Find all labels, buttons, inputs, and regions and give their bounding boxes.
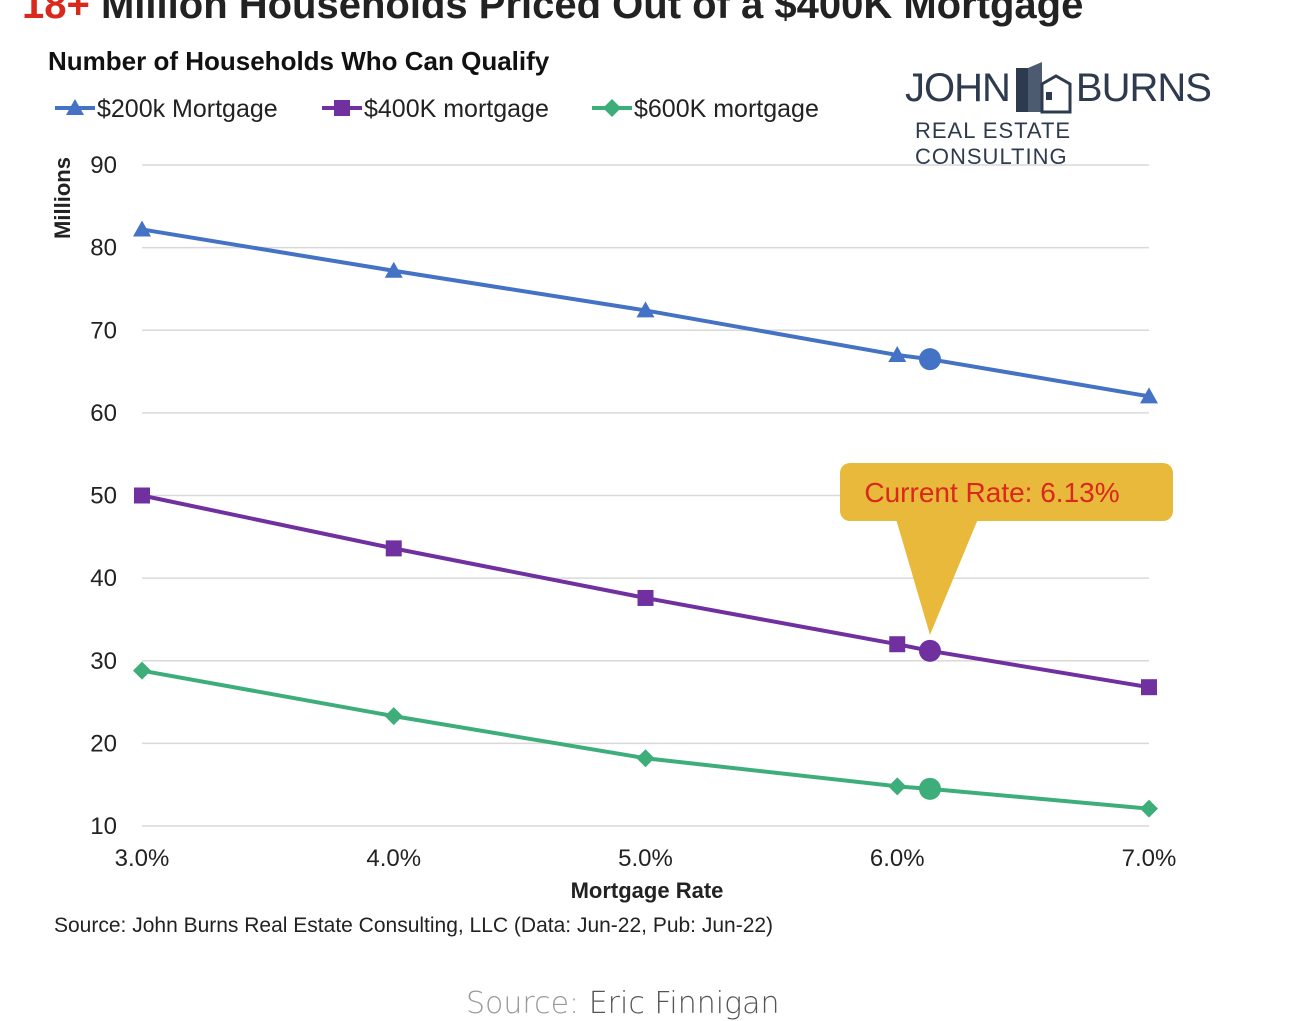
data-point xyxy=(636,749,655,768)
legend-marker xyxy=(603,99,621,117)
x-tick-label: 6.0% xyxy=(870,845,925,872)
building-icon xyxy=(1015,62,1072,114)
callout-pointer xyxy=(896,519,978,635)
data-point xyxy=(384,261,403,278)
credit-line: Source: Eric Finnigan xyxy=(466,986,780,1021)
legend-marker xyxy=(334,100,350,116)
data-point xyxy=(385,540,402,557)
y-tick-label: 60 xyxy=(90,400,117,427)
series-line xyxy=(141,668,1150,811)
y-tick-label: 70 xyxy=(90,317,117,344)
data-point xyxy=(1141,679,1157,696)
x-tick-label: 3.0% xyxy=(115,845,170,872)
y-tick-label: 20 xyxy=(90,730,117,757)
data-point xyxy=(637,589,654,606)
legend-marker xyxy=(66,99,84,115)
x-tick-label: 5.0% xyxy=(618,845,673,872)
legend-label: $400K mortgage xyxy=(364,95,549,123)
data-point xyxy=(133,661,151,680)
data-point xyxy=(888,777,907,796)
data-point xyxy=(384,707,403,726)
y-tick-label: 90 xyxy=(90,152,117,179)
legend-label: $200k Mortgage xyxy=(97,95,278,123)
x-tick-label: 7.0% xyxy=(1122,845,1177,872)
current-rate-point xyxy=(918,348,941,371)
headline-rest: Million Households Priced Out of a $400K… xyxy=(100,0,1084,27)
source-note: Source: John Burns Real Estate Consultin… xyxy=(54,914,774,937)
y-tick-label: 10 xyxy=(90,813,117,840)
logo-text-left: JOHN xyxy=(905,65,1011,110)
data-point xyxy=(133,220,151,237)
y-axis-title: Millions xyxy=(50,157,75,239)
x-axis-title: Mortgage Rate xyxy=(571,878,724,903)
credit-prefix: Source: xyxy=(466,986,580,1021)
chart-title: Number of Households Who Can Qualify xyxy=(48,46,550,76)
series-line xyxy=(141,227,1150,399)
current-rate-point xyxy=(918,639,941,662)
data-point xyxy=(1140,799,1158,818)
data-point xyxy=(888,346,907,363)
data-point xyxy=(889,636,906,653)
y-tick-label: 80 xyxy=(90,235,117,262)
y-tick-label: 50 xyxy=(90,483,117,510)
y-tick-label: 30 xyxy=(90,648,117,675)
y-tick-label: 40 xyxy=(90,565,117,592)
headline-accent: 18+ xyxy=(22,0,90,27)
current-rate-point xyxy=(918,777,941,800)
logo-text-right: BURNS xyxy=(1075,65,1212,110)
legend-label: $600K mortgage xyxy=(634,95,819,123)
callout-text: Current Rate: 6.13% xyxy=(864,477,1119,508)
x-tick-label: 4.0% xyxy=(366,845,421,872)
headline: 18+ Million Households Priced Out of a $… xyxy=(22,0,1083,28)
credit-name: Eric Finnigan xyxy=(588,986,780,1021)
series-line xyxy=(141,493,1150,690)
callout-box xyxy=(840,463,1173,521)
data-point xyxy=(636,301,655,318)
data-point xyxy=(134,487,150,504)
data-point xyxy=(1140,387,1158,404)
